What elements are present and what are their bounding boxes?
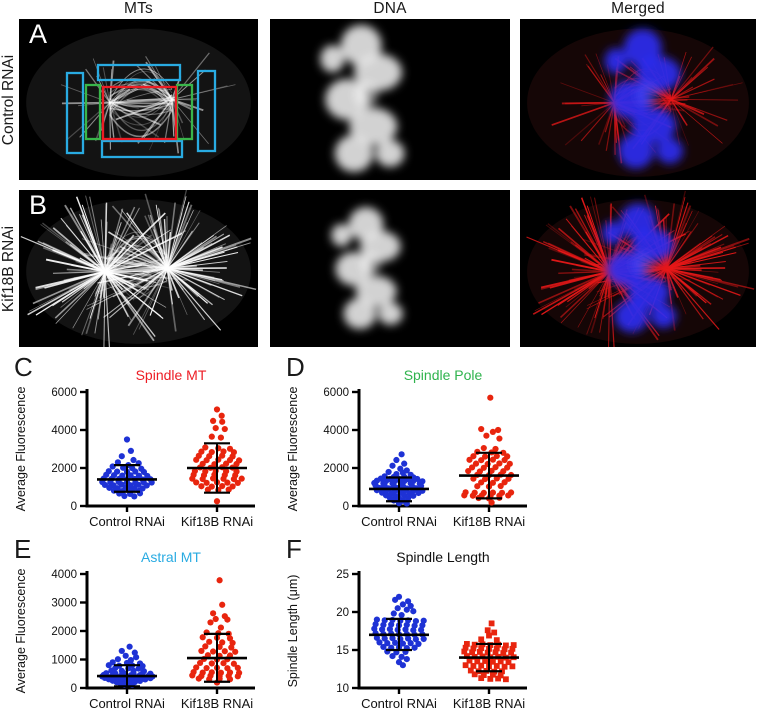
micrograph-control-mts-image <box>19 19 258 180</box>
chart-astral-mt: Astral MT Average Fluorescence 0 1000 2000 30… <box>14 549 255 711</box>
x-category-label: Kif18B RNAi <box>181 514 253 529</box>
panel-letter-e: E <box>14 534 32 564</box>
y-tick-label: 6000 <box>323 387 349 399</box>
x-category-label: Control RNAi <box>361 514 437 529</box>
mean-sd-error-bar <box>369 476 429 503</box>
chromosome-mass <box>604 28 684 169</box>
y-tick-label: 10 <box>336 683 349 695</box>
column-header-dna-label: DNA <box>373 0 407 17</box>
micrograph-kif18b-merged <box>520 190 756 347</box>
y-tick-label: 2000 <box>51 463 77 475</box>
y-tick-label: 1000 <box>51 655 77 667</box>
y-tick-label: 3000 <box>51 598 77 610</box>
roi-astral-mt-region <box>65 71 85 155</box>
column-header-dna: DNA <box>270 0 510 19</box>
mean-sd-error-bar <box>97 664 157 688</box>
row-label-control-rnai: Control RNAi <box>0 54 18 145</box>
micrograph-kif18b-mts-image <box>19 190 258 347</box>
y-tick-label: 0 <box>71 501 77 513</box>
y-tick-label: 0 <box>343 501 349 513</box>
column-header-mts: MTs <box>19 0 258 19</box>
x-category-label: Control RNAi <box>89 696 165 711</box>
micrograph-kif18b-dna <box>270 190 510 347</box>
y-tick-label: 4000 <box>51 425 77 437</box>
chart-panel-spindle-mt: C Spindle MT Average Fluorescence 0 2000 400… <box>12 354 284 534</box>
chart-panel-spindle-pole: D Spindle Pole Average Fluorescence 0 2000 4… <box>284 354 556 534</box>
y-tick-label: 20 <box>336 607 349 619</box>
micrograph-control-merged-image <box>520 19 756 180</box>
micrograph-control-mts: A <box>19 19 258 180</box>
roi-spindle-mt-region <box>101 85 178 141</box>
chromosome-mass <box>320 24 405 173</box>
micrograph-control-merged <box>520 19 756 180</box>
x-category-label: Control RNAi <box>89 514 165 529</box>
y-tick-label: 2000 <box>51 626 77 638</box>
roi-astral-mt-region <box>100 139 184 159</box>
x-category-label: Kif18B RNAi <box>453 696 525 711</box>
y-tick-label: 2000 <box>323 463 349 475</box>
chart-spindle-mt: Spindle MT Average Fluorescence 0 2000 4000 6… <box>14 367 255 529</box>
row-label-kif18b-rnai: Kif18B RNAi <box>0 225 18 312</box>
chart-spindle-pole: Spindle Pole Average Fluorescence 0 2000 400… <box>286 367 527 529</box>
chart-panel-astral-mt: E Astral MT Average Fluorescence 0 1000 2000… <box>12 536 284 714</box>
panel-letter-a: A <box>29 19 48 49</box>
points-kif18b-rnai <box>461 394 515 506</box>
y-axis-label: Spindle Length (μm) <box>286 575 300 688</box>
y-tick-label: 15 <box>336 645 349 657</box>
roi-spindle-pole-region <box>84 83 102 141</box>
chart-title: Spindle MT <box>136 367 207 383</box>
x-category-label: Kif18B RNAi <box>181 696 253 711</box>
mean-sd-error-bar <box>459 642 519 673</box>
micrograph-kif18b-mts: B <box>19 190 258 347</box>
chart-spindle-length: Spindle Length Spindle Length (μm) 10 15 20 2… <box>286 549 527 711</box>
mean-sd-error-bar <box>97 464 157 493</box>
micrograph-control-dna-image <box>270 19 510 180</box>
y-tick-label: 0 <box>71 683 77 695</box>
y-tick-label: 4000 <box>323 425 349 437</box>
chart-panel-spindle-length: F Spindle Length Spindle Length (μm) 10 15 2… <box>284 536 556 714</box>
micrograph-kif18b-merged-image <box>520 190 756 347</box>
y-tick-label: 4000 <box>51 569 77 581</box>
panel-letter-b: B <box>29 190 48 220</box>
chromosome-mass <box>601 203 677 333</box>
y-axis-label: Average Fluorescence <box>286 387 300 512</box>
y-tick-label: 25 <box>336 569 349 581</box>
x-category-label: Control RNAi <box>361 696 437 711</box>
y-axis-label: Average Fluorescence <box>14 387 28 512</box>
chromosome-mass <box>331 207 403 330</box>
x-category-label: Kif18B RNAi <box>453 514 525 529</box>
column-header-merged-label: Merged <box>611 0 665 17</box>
chart-title: Spindle Pole <box>404 367 483 383</box>
points-control-rnai <box>99 436 155 500</box>
mean-sd-error-bar <box>369 617 429 652</box>
micrograph-kif18b-dna-image <box>270 190 510 347</box>
panel-letter-f: F <box>286 534 302 564</box>
column-header-merged: Merged <box>520 0 756 19</box>
panel-letter-d: D <box>286 352 305 382</box>
chart-title: Astral MT <box>141 549 201 565</box>
mean-sd-error-bar <box>187 632 247 683</box>
mean-sd-error-bar <box>459 451 519 500</box>
chart-title: Spindle Length <box>396 549 489 565</box>
roi-astral-mt-region <box>196 69 217 153</box>
roi-astral-mt-region <box>96 63 182 82</box>
panel-letter-c: C <box>14 352 33 382</box>
mean-sd-error-bar <box>187 442 247 494</box>
micrograph-control-dna <box>270 19 510 180</box>
y-axis-label: Average Fluorescence <box>14 569 28 694</box>
y-tick-label: 6000 <box>51 387 77 399</box>
column-header-mts-label: MTs <box>123 0 153 17</box>
points-kif18b-rnai <box>189 577 243 686</box>
